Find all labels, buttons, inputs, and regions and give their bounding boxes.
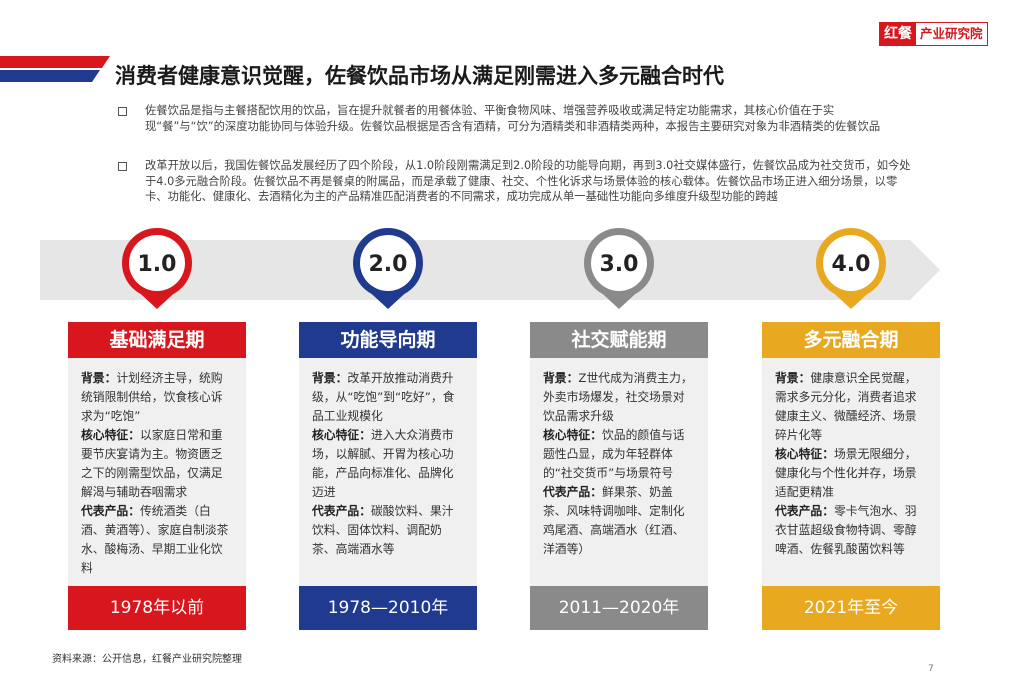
stage-card: 功能导向期 背景：改革开放推动消费升级，从“吃饱”到“吃好”，食品工业规模化 核心特… (299, 322, 477, 630)
stage-body: 背景：健康意识全民觉醒，需求多元分化，消费者追求健康主义、微醺经济、场景碎片化等… (762, 358, 940, 586)
stage-section: 背景：计划经济主导，统购统销限制供给，饮食核心诉求为“吃饱” (81, 369, 234, 426)
stage-card: 基础满足期 背景：计划经济主导，统购统销限制供给，饮食核心诉求为“吃饱” 核心特征：… (68, 322, 246, 630)
stage-pin: 1.0 (122, 228, 192, 309)
stage-pin: 3.0 (584, 228, 654, 309)
bullet-text: 改革开放以后，我国佐餐饮品发展经历了四个阶段，从1.0阶段刚需满足到2.0阶段的… (145, 159, 911, 203)
bullet-text: 佐餐饮品是指与主餐搭配饮用的饮品，旨在提升就餐者的用餐体验、平衡食物风味、增强营… (145, 104, 881, 133)
pin-label: 3.0 (600, 252, 639, 277)
section-label: 背景： (775, 371, 811, 385)
section-label: 代表产品： (543, 485, 602, 499)
stage-body: 背景：Z世代成为消费主力，外卖市场爆发，社交场景对饮品需求升级 核心特征：饮品的颜… (530, 358, 708, 586)
stage-pin: 2.0 (353, 228, 423, 309)
logo-name: 产业研究院 (920, 26, 983, 41)
page-number: 7 (928, 664, 934, 674)
stage-period: 1978—2010年 (299, 586, 477, 630)
stage-section: 背景：健康意识全民觉醒，需求多元分化，消费者追求健康主义、微醺经济、场景碎片化等 (775, 369, 928, 445)
stage-period: 1978年以前 (68, 586, 246, 630)
section-text: Z世代成为消费主力，外卖市场爆发，社交场景对饮品需求升级 (543, 371, 693, 423)
section-label: 背景： (312, 371, 348, 385)
section-label: 背景： (81, 371, 117, 385)
stage-section: 背景：Z世代成为消费主力，外卖市场爆发，社交场景对饮品需求升级 (543, 369, 696, 426)
stripe-red (0, 56, 110, 68)
stage-section: 代表产品：传统酒类（白酒、黄酒等）、家庭自制淡茶水、酸梅汤、早期工业化饮料 (81, 502, 234, 578)
stage-body: 背景：计划经济主导，统购统销限制供给，饮食核心诉求为“吃饱” 核心特征：以家庭日常… (68, 358, 246, 586)
stage-name: 基础满足期 (68, 322, 246, 358)
section-label: 代表产品： (81, 504, 140, 518)
section-text: 碳酸饮料、果汁饮料、固体饮料、调配奶茶、高端酒水等 (312, 504, 454, 556)
pin-center (360, 235, 416, 291)
section-text: 饮品的颜值与话题性凸显，成为年轻群体的“社交货币”与场景符号 (543, 428, 685, 480)
bullet: 佐餐饮品是指与主餐搭配饮用的饮品，旨在提升就餐者的用餐体验、平衡食物风味、增强营… (118, 103, 913, 134)
section-label: 核心特征： (81, 428, 140, 442)
source: 资料来源：公开信息，红餐产业研究院整理 (52, 654, 242, 665)
stage-section: 核心特征：饮品的颜值与话题性凸显，成为年轻群体的“社交货币”与场景符号 (543, 426, 696, 483)
pin-label: 2.0 (369, 252, 408, 277)
stage-card: 社交赋能期 背景：Z世代成为消费主力，外卖市场爆发，社交场景对饮品需求升级 核心特征… (530, 322, 708, 630)
section-text: 进入大众消费市场，以解腻、开胃为核心功能，产品向标准化、品牌化迈进 (312, 428, 454, 499)
section-label: 核心特征： (543, 428, 602, 442)
section-text: 计划经济主导，统购统销限制供给，饮食核心诉求为“吃饱” (81, 371, 223, 423)
section-text: 健康意识全民觉醒，需求多元分化，消费者追求健康主义、微醺经济、场景碎片化等 (775, 371, 917, 442)
section-label: 核心特征： (312, 428, 371, 442)
pin-center (823, 235, 879, 291)
logo-brand: 红餐 (880, 23, 916, 45)
pin-label: 1.0 (138, 252, 177, 277)
pin-label: 4.0 (832, 252, 871, 277)
pin-center (591, 235, 647, 291)
stage-section: 代表产品：零卡气泡水、羽衣甘蓝超级食物特调、零醇啤酒、佐餐乳酸菌饮料等 (775, 502, 928, 559)
pin-center (129, 235, 185, 291)
section-text: 零卡气泡水、羽衣甘蓝超级食物特调、零醇啤酒、佐餐乳酸菌饮料等 (775, 504, 917, 556)
section-label: 代表产品： (775, 504, 834, 518)
stage-name: 多元融合期 (762, 322, 940, 358)
bullet: 改革开放以后，我国佐餐饮品发展经历了四个阶段，从1.0阶段刚需满足到2.0阶段的… (118, 158, 913, 205)
timeline-arrow (40, 240, 940, 300)
section-label: 代表产品： (312, 504, 371, 518)
section-text: 鲜果茶、奶盖茶、风味特调咖啡、定制化鸡尾酒、高端酒水（红酒、洋酒等） (543, 485, 685, 556)
section-text: 场景无限细分，健康化与个性化并存，场景适配更精准 (775, 447, 917, 499)
section-label: 背景： (543, 371, 579, 385)
stage-body: 背景：改革开放推动消费升级，从“吃饱”到“吃好”，食品工业规模化 核心特征：进入大… (299, 358, 477, 586)
section-label: 核心特征： (775, 447, 834, 461)
stage-section: 背景：改革开放推动消费升级，从“吃饱”到“吃好”，食品工业规模化 (312, 369, 465, 426)
stage-name: 社交赋能期 (530, 322, 708, 358)
stage-section: 核心特征：以家庭日常和重要节庆宴请为主。物资匮乏之下的刚需型饮品，仅满足解渴与辅… (81, 426, 234, 502)
stage-pin: 4.0 (816, 228, 886, 309)
section-text: 传统酒类（白酒、黄酒等）、家庭自制淡茶水、酸梅汤、早期工业化饮料 (81, 504, 229, 575)
stage-card: 多元融合期 背景：健康意识全民觉醒，需求多元分化，消费者追求健康主义、微醺经济、场… (762, 322, 940, 630)
stage-section: 代表产品：碳酸饮料、果汁饮料、固体饮料、调配奶茶、高端酒水等 (312, 502, 465, 559)
logo: 红餐 产业研究院 (879, 22, 988, 46)
stage-name: 功能导向期 (299, 322, 477, 358)
stage-section: 代表产品：鲜果茶、奶盖茶、风味特调咖啡、定制化鸡尾酒、高端酒水（红酒、洋酒等） (543, 483, 696, 559)
title: 消费者健康意识觉醒，佐餐饮品市场从满足刚需进入多元融合时代 (115, 64, 724, 88)
stage-section: 核心特征：进入大众消费市场，以解腻、开胃为核心功能，产品向标准化、品牌化迈进 (312, 426, 465, 502)
stage-period: 2021年至今 (762, 586, 940, 630)
section-text: 改革开放推动消费升级，从“吃饱”到“吃好”，食品工业规模化 (312, 371, 455, 423)
decor: 1.0 2.0 3.0 4.0 (0, 56, 940, 309)
stripe-blue (0, 70, 100, 82)
section-text: 以家庭日常和重要节庆宴请为主。物资匮乏之下的刚需型饮品，仅满足解渴与辅助吞咽需求 (81, 428, 223, 499)
stage-section: 核心特征：场景无限细分，健康化与个性化并存，场景适配更精准 (775, 445, 928, 502)
stage-period: 2011—2020年 (530, 586, 708, 630)
